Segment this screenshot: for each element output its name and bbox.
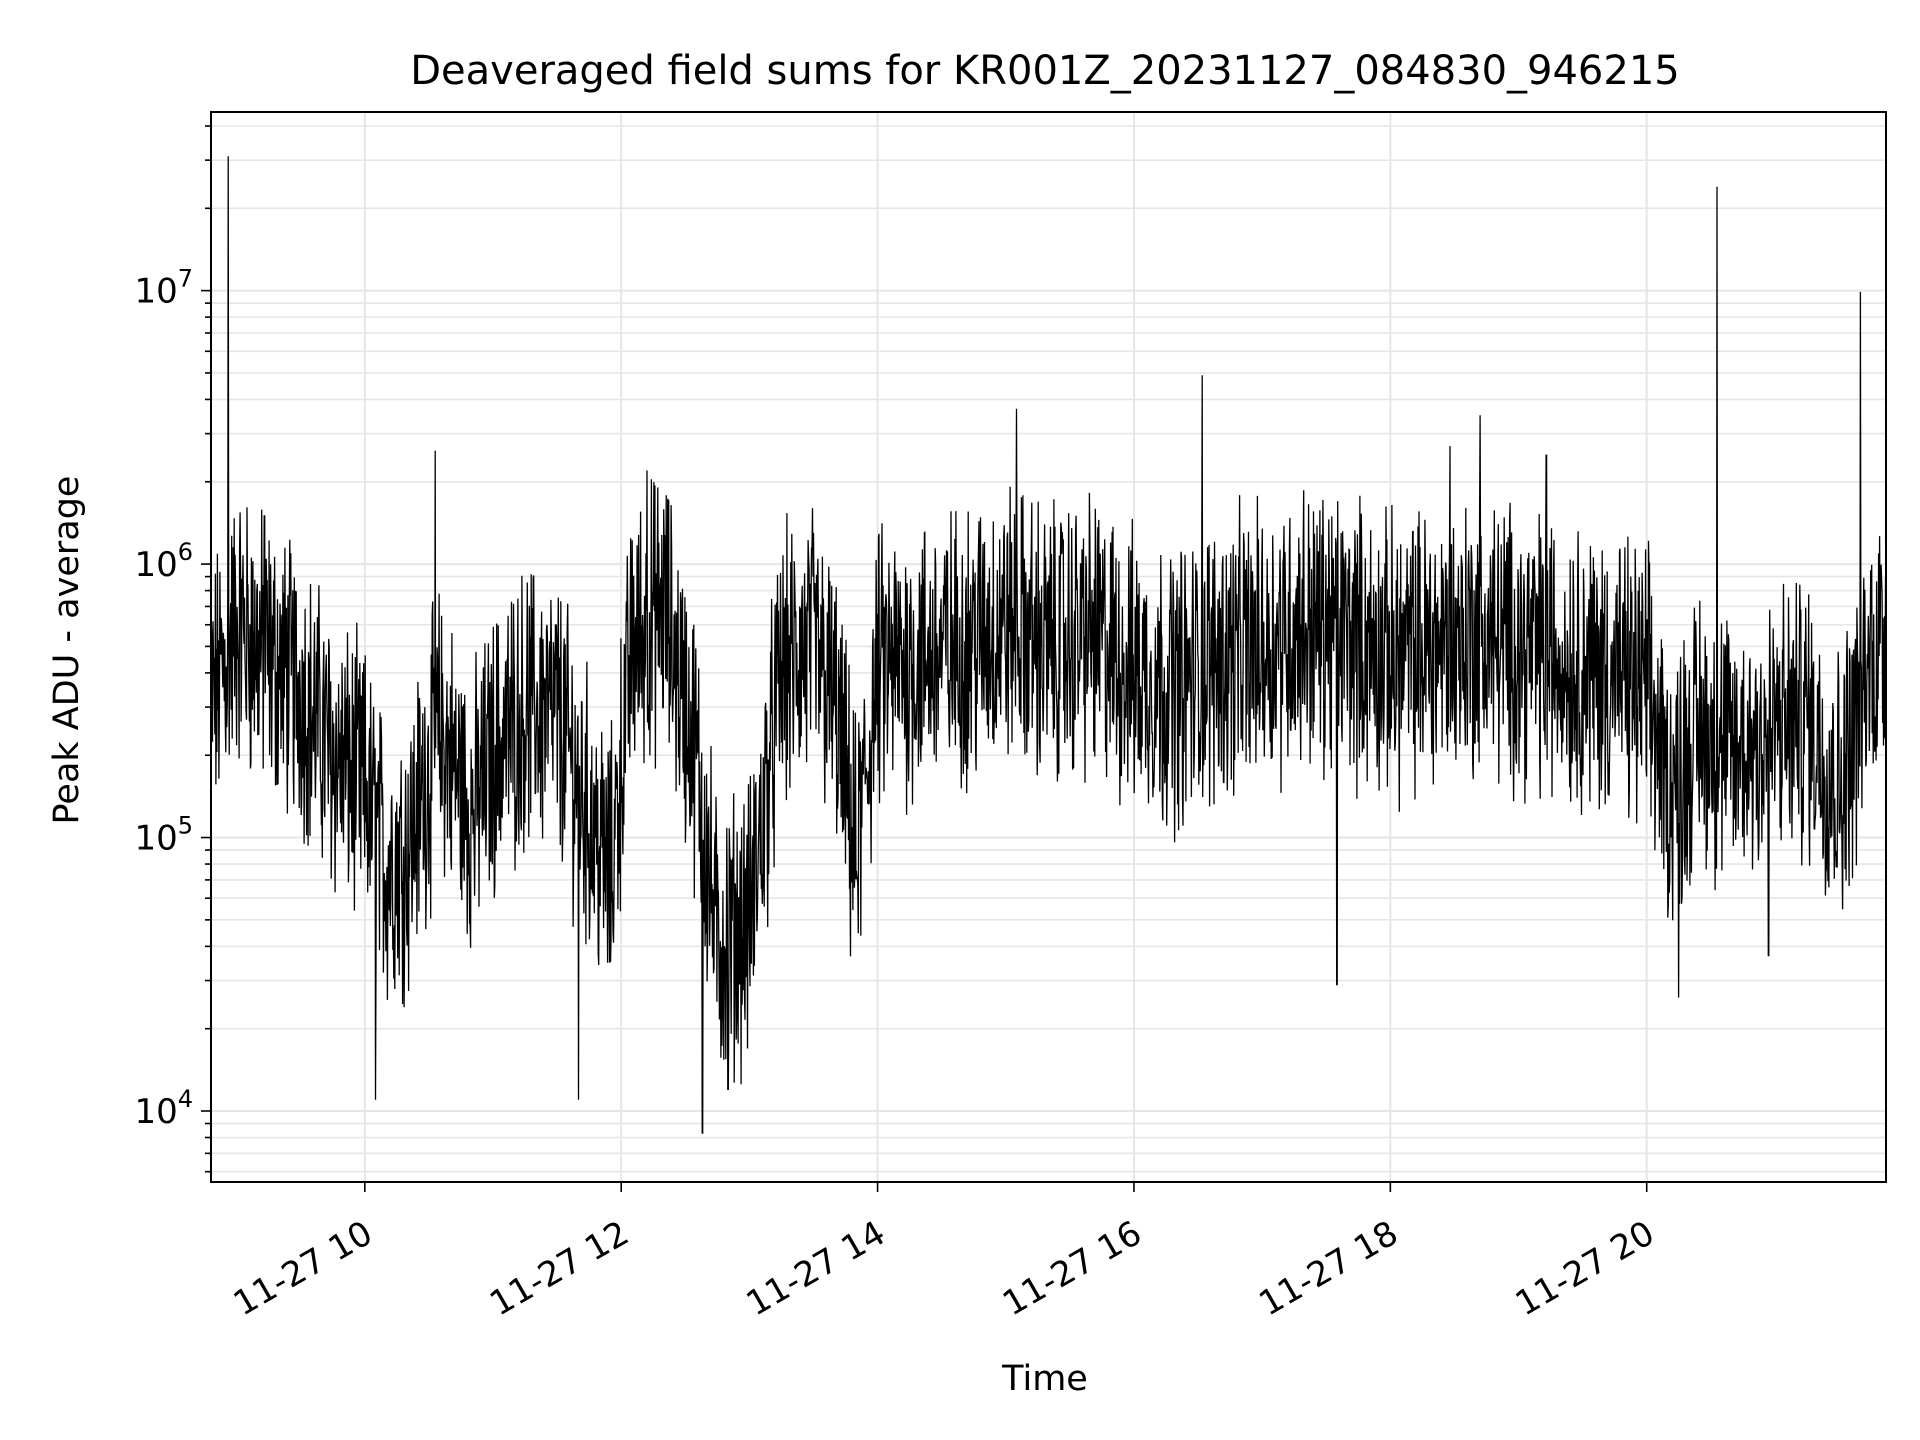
- y-tick-label: 107: [134, 265, 193, 312]
- y-axis-label: Peak ADU - average: [47, 476, 87, 825]
- y-tick-label: 106: [134, 538, 193, 585]
- y-tick-label: 104: [134, 1085, 193, 1132]
- chart-title: Deaveraged field sums for KR001Z_2023112…: [410, 48, 1679, 94]
- series-layer: [211, 156, 1886, 1134]
- x-axis-label: Time: [1001, 1359, 1088, 1399]
- y-tick-label: 105: [134, 812, 193, 859]
- series-line: [211, 156, 1886, 1134]
